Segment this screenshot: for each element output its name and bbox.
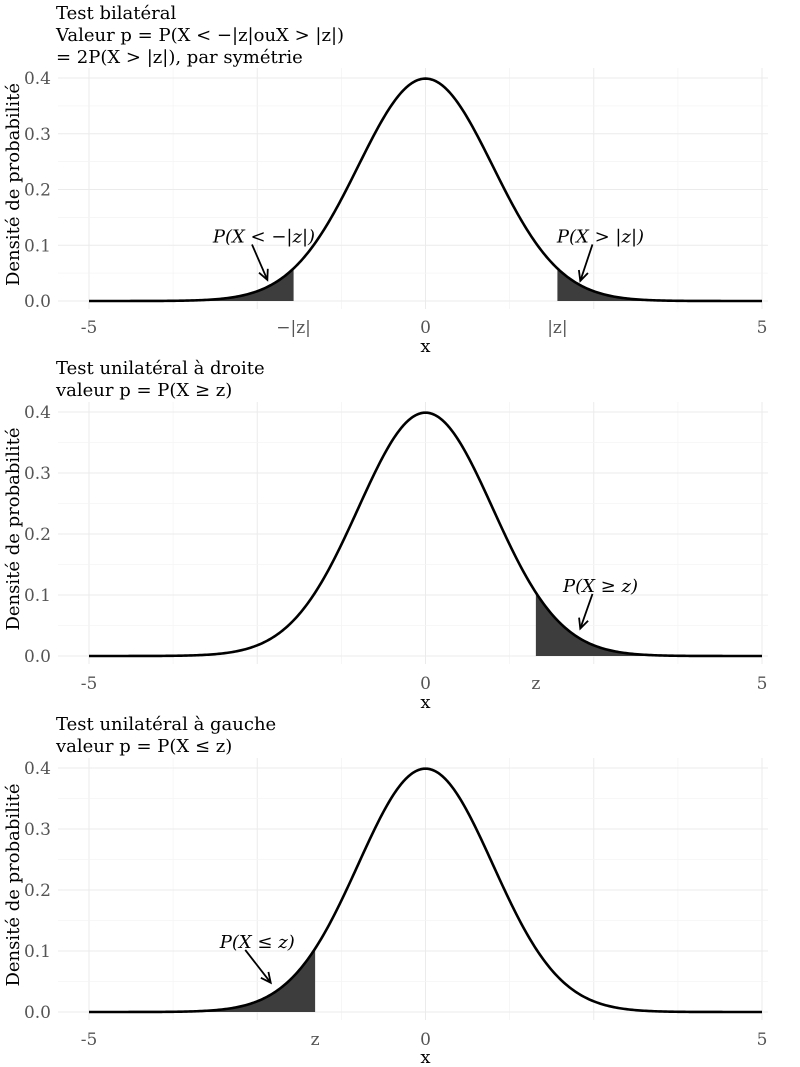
x-tick-label: z	[531, 674, 540, 694]
y-tick-label: 0.1	[24, 586, 51, 606]
y-tick-label: 0.0	[24, 647, 51, 667]
shaded-tail-area	[89, 268, 294, 301]
x-tick-label: 0	[420, 318, 431, 338]
density-curve	[89, 767, 762, 1014]
shaded-tail-area	[557, 268, 762, 301]
shaded-tail-area	[535, 592, 762, 656]
chart-title-line: valeur p = P(X ≤ z)	[55, 736, 232, 757]
x-tick-label: −|z|	[276, 318, 311, 338]
y-tick-label: 0.1	[24, 942, 51, 962]
annotation-arrow	[244, 949, 272, 984]
x-tick-label: 5	[757, 674, 768, 694]
x-tick-label: -5	[81, 674, 98, 694]
y-tick-label: 0.4	[24, 403, 51, 423]
x-tick-label: 5	[757, 1030, 768, 1050]
y-axis-label: Densité de probabilité	[3, 427, 24, 630]
y-tick-label: 0.4	[24, 759, 51, 779]
grid	[58, 68, 768, 309]
x-tick-label: 5	[757, 318, 768, 338]
annotation-label: P(X ≤ z)	[219, 932, 295, 953]
chart-title-line: valeur p = P(X ≥ z)	[55, 380, 232, 401]
grid	[58, 402, 768, 664]
chart-title-line: = 2P(X > |z|), par symétrie	[56, 47, 303, 68]
y-tick-label: 0.2	[24, 181, 51, 201]
y-tick-label: 0.2	[24, 525, 51, 545]
x-tick-label: |z|	[547, 318, 567, 338]
x-tick-label: z	[311, 1030, 320, 1050]
density-curve	[89, 77, 762, 303]
annotation-label: P(X > |z|)	[556, 226, 644, 247]
y-axis-label: Densité de probabilité	[3, 783, 24, 986]
x-axis-label: x	[420, 336, 430, 357]
annotation-arrow	[579, 593, 594, 629]
x-axis-label: x	[420, 1047, 430, 1067]
annotation-arrow	[251, 244, 269, 281]
chart-title-line: Test unilatéral à droite	[56, 358, 265, 379]
y-tick-label: 0.0	[24, 292, 51, 312]
x-tick-label: 0	[420, 674, 431, 694]
annotation-arrowhead	[258, 268, 269, 282]
chart-title-line: Test unilatéral à gauche	[56, 714, 276, 735]
y-tick-label: 0.0	[24, 1003, 51, 1023]
y-tick-label: 0.2	[24, 881, 51, 901]
x-tick-label: -5	[81, 1030, 98, 1050]
annotation-arrowhead	[577, 269, 589, 283]
x-tick-label: 0	[420, 1030, 431, 1050]
y-tick-label: 0.3	[24, 820, 51, 840]
y-tick-label: 0.4	[24, 69, 51, 89]
y-tick-label: 0.3	[24, 125, 51, 145]
chart-title-line: Test bilatéral	[56, 3, 176, 24]
y-axis-label: Densité de probabilité	[3, 83, 24, 286]
annotation-arrowhead	[260, 971, 272, 985]
x-tick-label: -5	[81, 318, 98, 338]
grid	[58, 758, 768, 1020]
y-tick-label: 0.3	[24, 464, 51, 484]
density-curve	[89, 411, 762, 658]
annotation-arrow	[579, 244, 594, 282]
chart-title-line: Valeur p = P(X < −|z|ouX > |z|)	[55, 25, 344, 46]
shaded-tail-area	[89, 948, 316, 1012]
y-tick-label: 0.1	[24, 236, 51, 256]
annotation-label: P(X < −|z|)	[212, 226, 315, 247]
annotation-label: P(X ≥ z)	[562, 576, 638, 597]
annotation-arrowhead	[578, 617, 589, 631]
x-axis-label: x	[420, 692, 430, 713]
